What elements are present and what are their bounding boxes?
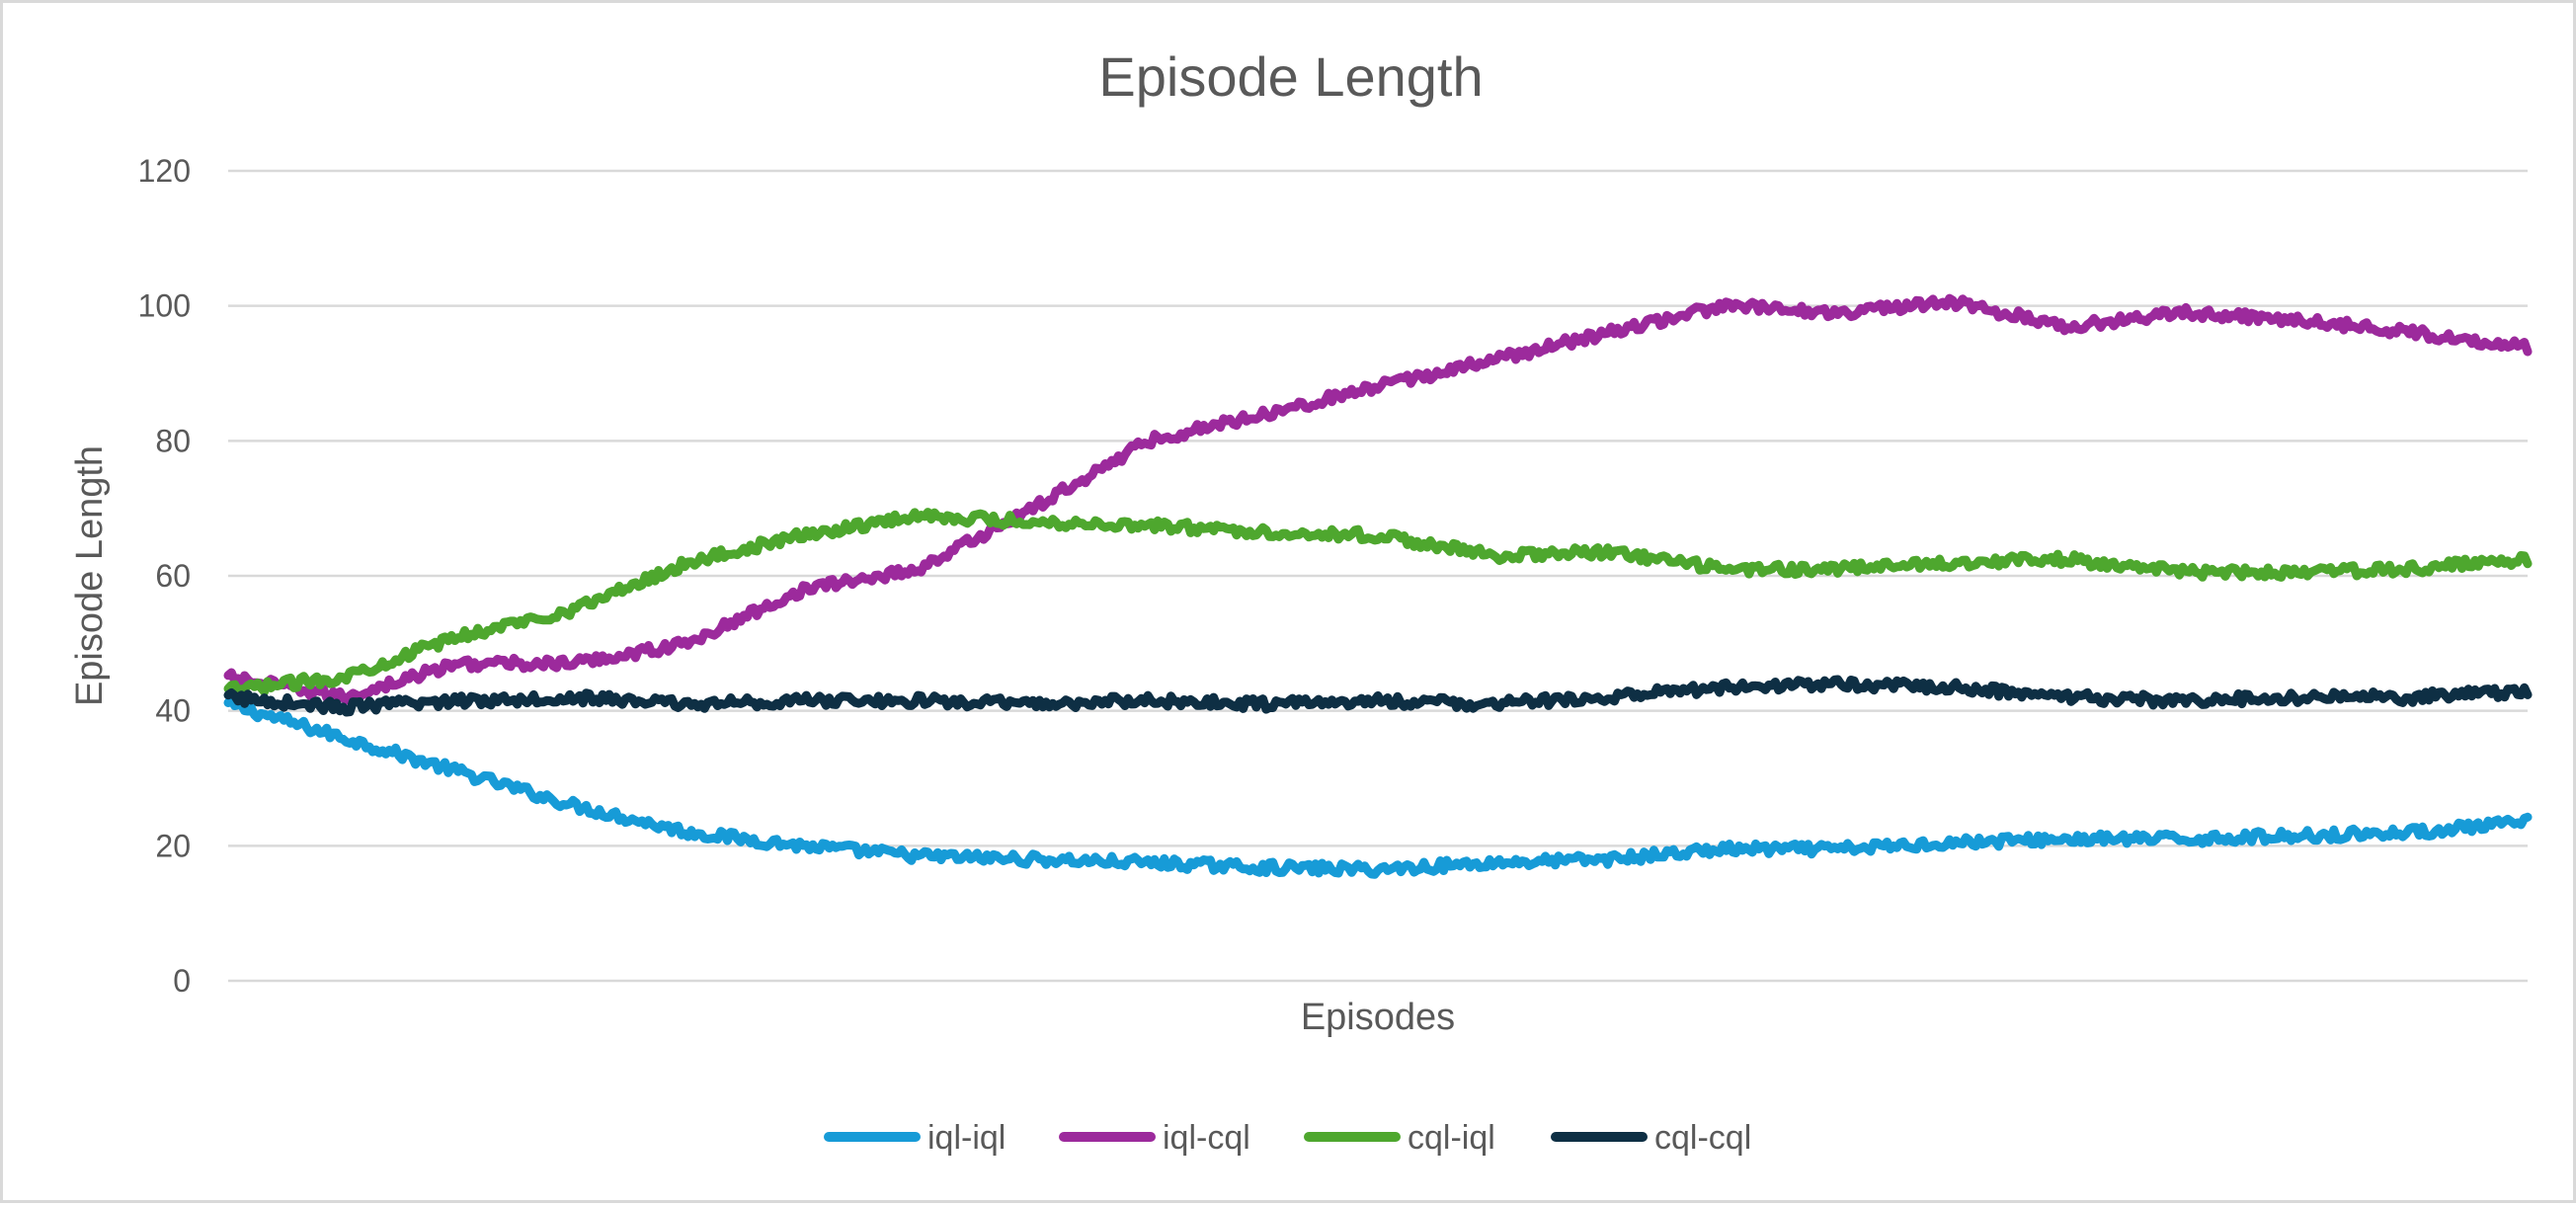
series-line-cql-cql [223, 675, 2533, 717]
y-axis-ticks: 0 20 40 60 80 100 120 [138, 153, 191, 999]
y-axis-title: Episode Length [69, 445, 111, 706]
line-chart: 0 20 40 60 80 100 120 Episode Length Episode L… [69, 45, 2533, 1157]
grid-layer [228, 169, 2528, 983]
y-tick-label: 80 [155, 423, 191, 458]
y-tick-label: 120 [138, 153, 191, 189]
legend-label-iql-cql: iql-cql [1163, 1119, 1250, 1157]
legend-label-cql-cql: cql-cql [1654, 1119, 1751, 1157]
series-line-cql-iql [223, 508, 2533, 696]
y-tick-label: 20 [155, 828, 191, 863]
y-tick-label: 60 [155, 558, 191, 594]
y-tick-label: 100 [138, 288, 191, 324]
legend: iql-iql iql-cql cql-iql cql-cql [824, 1119, 1751, 1157]
legend-label-cql-iql: cql-iql [1408, 1119, 1495, 1157]
series-layer [223, 293, 2533, 879]
legend-label-iql-iql: iql-iql [927, 1119, 1006, 1157]
y-tick-label: 0 [173, 963, 191, 999]
chart-title: Episode Length [1098, 45, 1483, 108]
y-tick-label: 40 [155, 693, 191, 729]
series-line-iql-iql [223, 695, 2533, 879]
series-line-iql-cql [223, 293, 2533, 705]
x-axis-title: Episodes [1301, 997, 1455, 1038]
